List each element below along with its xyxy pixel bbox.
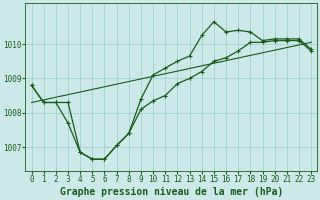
X-axis label: Graphe pression niveau de la mer (hPa): Graphe pression niveau de la mer (hPa)	[60, 187, 283, 197]
